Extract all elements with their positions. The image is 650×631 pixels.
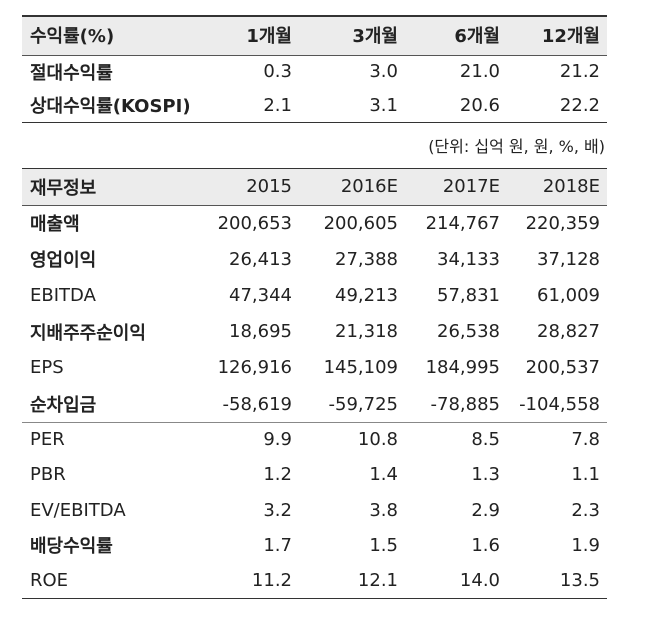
cell-value: 1.3 [471,464,500,486]
table-row: 절대수익률 0.3 3.0 21.0 21.2 [22,55,607,89]
cell-value: 37,128 [537,248,600,270]
row-label: PBR [30,464,66,486]
rule [22,168,607,169]
cell-value: 28,827 [537,321,600,343]
unit-note: (단위: 십억 원, 원, %, 배) [428,137,605,156]
cell-value: 1.4 [369,464,398,486]
cell-value: 3.0 [369,61,398,83]
cell-value: 3.8 [369,499,398,521]
rule [22,55,607,56]
row-label: 배당수익률 [30,536,113,558]
cell-value: 3.1 [369,94,398,116]
cell-value: 47,344 [229,284,292,306]
cell-value: 12.1 [357,570,398,592]
rule [22,122,607,123]
row-label: 상대수익률(KOSPI) [30,96,191,118]
row-label: 절대수익률 [30,62,113,84]
cell-value: 20.6 [459,94,500,116]
rule [22,205,607,206]
cell-value: 26,413 [229,248,292,270]
cell-value: 1.7 [263,534,292,556]
table-row: EV/EBITDA 3.2 3.8 2.9 2.3 [22,493,607,528]
cell-value: 2017E [442,176,500,197]
table-row: 배당수익률 1.7 1.5 1.6 1.9 [22,528,607,563]
cell-value: 200,653 [217,212,292,234]
cell-value: 2.3 [571,499,600,521]
table-row: EBITDA 47,344 49,213 57,831 61,009 [22,277,607,313]
row-label: 매출액 [30,214,80,236]
cell-value: 1.6 [471,534,500,556]
cell-value: 34,133 [437,248,500,270]
cell-value: 21.0 [459,61,500,83]
table-row: 상대수익률(KOSPI) 2.1 3.1 20.6 22.2 [22,89,607,123]
cell-value: 14.0 [459,570,500,592]
rule [22,598,607,600]
cell-value: 49,213 [335,284,398,306]
cell-value: 1.1 [571,464,600,486]
cell-value: 21.2 [559,61,600,83]
cell-value: 57,831 [437,284,500,306]
cell-value: 200,537 [525,357,600,379]
cell-value: 126,916 [217,357,292,379]
cell-value: 9.9 [263,429,292,451]
cell-value: 21,318 [335,321,398,343]
rule [22,15,607,17]
table-row: 매출액 200,653 200,605 214,767 220,359 [22,205,607,241]
cell-value: 18,695 [229,321,292,343]
cell-value: -59,725 [328,393,398,415]
cell-value: 2018E [542,176,600,197]
table-row: 순차입금 -58,619 -59,725 -78,885 -104,558 [22,386,607,422]
cell-value: 22.2 [559,94,600,116]
table-row: PBR 1.2 1.4 1.3 1.1 [22,457,607,492]
header-row: 재무정보 2015 2016E 2017E 2018E [22,168,607,205]
table-row: 영업이익 26,413 27,388 34,133 37,128 [22,241,607,277]
row-label: EPS [30,357,64,379]
row-label: 수익률(%) [30,26,115,47]
cell-value: -58,619 [222,393,292,415]
cell-value: 27,388 [335,248,398,270]
row-label: EBITDA [30,284,96,306]
cell-value: 11.2 [251,570,292,592]
row-label: EV/EBITDA [30,499,126,521]
cell-value: 1.5 [369,534,398,556]
cell-value: 1.9 [571,534,600,556]
row-label: 순차입금 [30,395,97,417]
cell-value: -104,558 [519,393,600,415]
cell-value: 214,767 [425,212,500,234]
cell-value: 12개월 [541,26,600,47]
table-row: ROE 11.2 12.1 14.0 13.5 [22,563,607,598]
cell-value: 200,605 [323,212,398,234]
cell-value: 7.8 [571,429,600,451]
cell-value: 8.5 [471,429,500,451]
cell-value: -78,885 [430,393,500,415]
row-label: ROE [30,570,69,592]
cell-value: 145,109 [323,357,398,379]
cell-value: 2.1 [263,94,292,116]
cell-value: 2015 [246,176,292,197]
table-row: EPS 126,916 145,109 184,995 200,537 [22,350,607,386]
cell-value: 61,009 [537,284,600,306]
rule [22,422,607,424]
cell-value: 3.2 [263,499,292,521]
cell-value: 10.8 [357,429,398,451]
row-label: 영업이익 [30,250,97,272]
table-row: 지배주주순이익 18,695 21,318 26,538 28,827 [22,314,607,350]
cell-value: 2.9 [471,499,500,521]
cell-value: 3개월 [352,26,398,47]
row-label: 지배주주순이익 [30,322,146,344]
row-label: PER [30,429,65,451]
cell-value: 2016E [340,176,398,197]
cell-value: 1개월 [246,26,292,47]
cell-value: 6개월 [454,26,500,47]
cell-value: 0.3 [263,61,292,83]
cell-value: 13.5 [559,570,600,592]
table-row: PER 9.9 10.8 8.5 7.8 [22,422,607,457]
cell-value: 220,359 [525,212,600,234]
cell-value: 26,538 [437,321,500,343]
row-label: 재무정보 [30,177,97,199]
cell-value: 1.2 [263,464,292,486]
cell-value: 184,995 [425,357,500,379]
header-row: 수익률(%) 1개월 3개월 6개월 12개월 [22,15,607,55]
